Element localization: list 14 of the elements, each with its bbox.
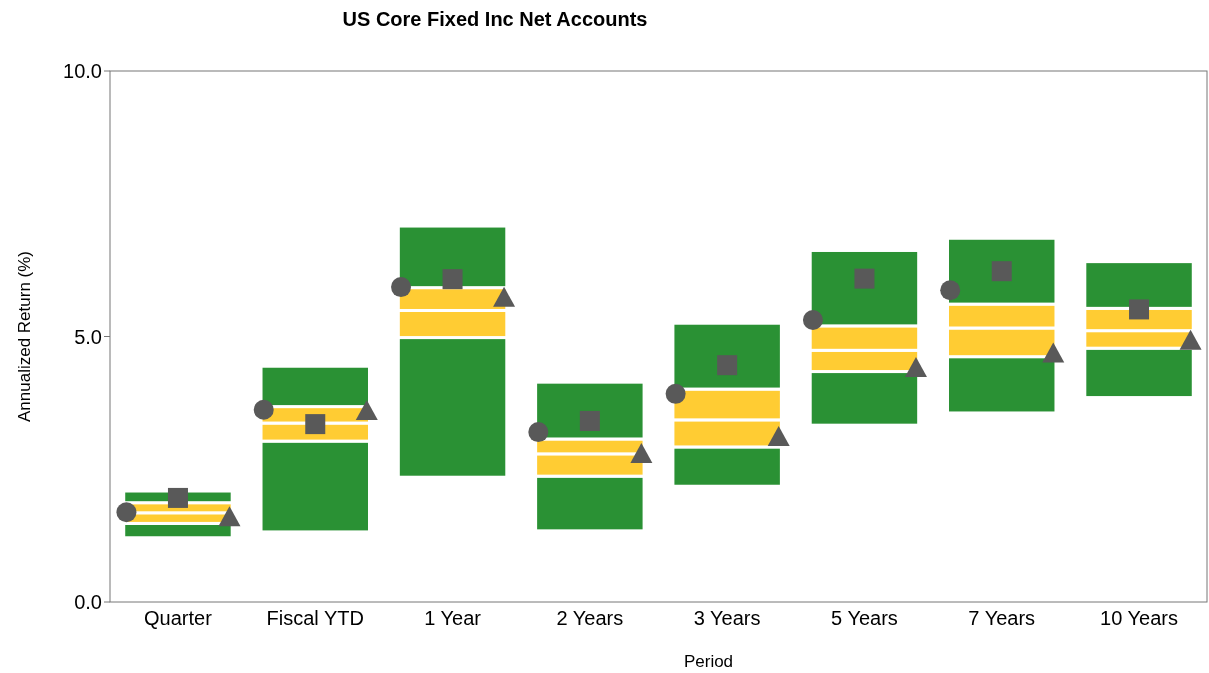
x-tick-label: Quarter	[144, 607, 213, 629]
y-axis-title: Annualized Return (%)	[15, 250, 34, 423]
x-tick-label: 2 Years	[556, 607, 624, 629]
x-tick-label: 10 Years	[1100, 607, 1178, 629]
x-axis-title: Period	[683, 652, 734, 671]
x-tick-label: 7 Years	[968, 607, 1036, 629]
x-tick-label: 5 Years	[831, 607, 898, 629]
x-tick-label: 3 Years	[693, 607, 761, 629]
y-tick-label: 10.0	[63, 60, 102, 82]
x-tick-label: 1 Year	[424, 607, 482, 629]
y-tick-label: 5.0	[74, 325, 102, 348]
y-tick-label: 0.0	[74, 591, 102, 613]
chart-title: US Core Fixed Inc Net Accounts	[342, 8, 648, 30]
x-tick-label: Fiscal YTD	[266, 607, 364, 629]
